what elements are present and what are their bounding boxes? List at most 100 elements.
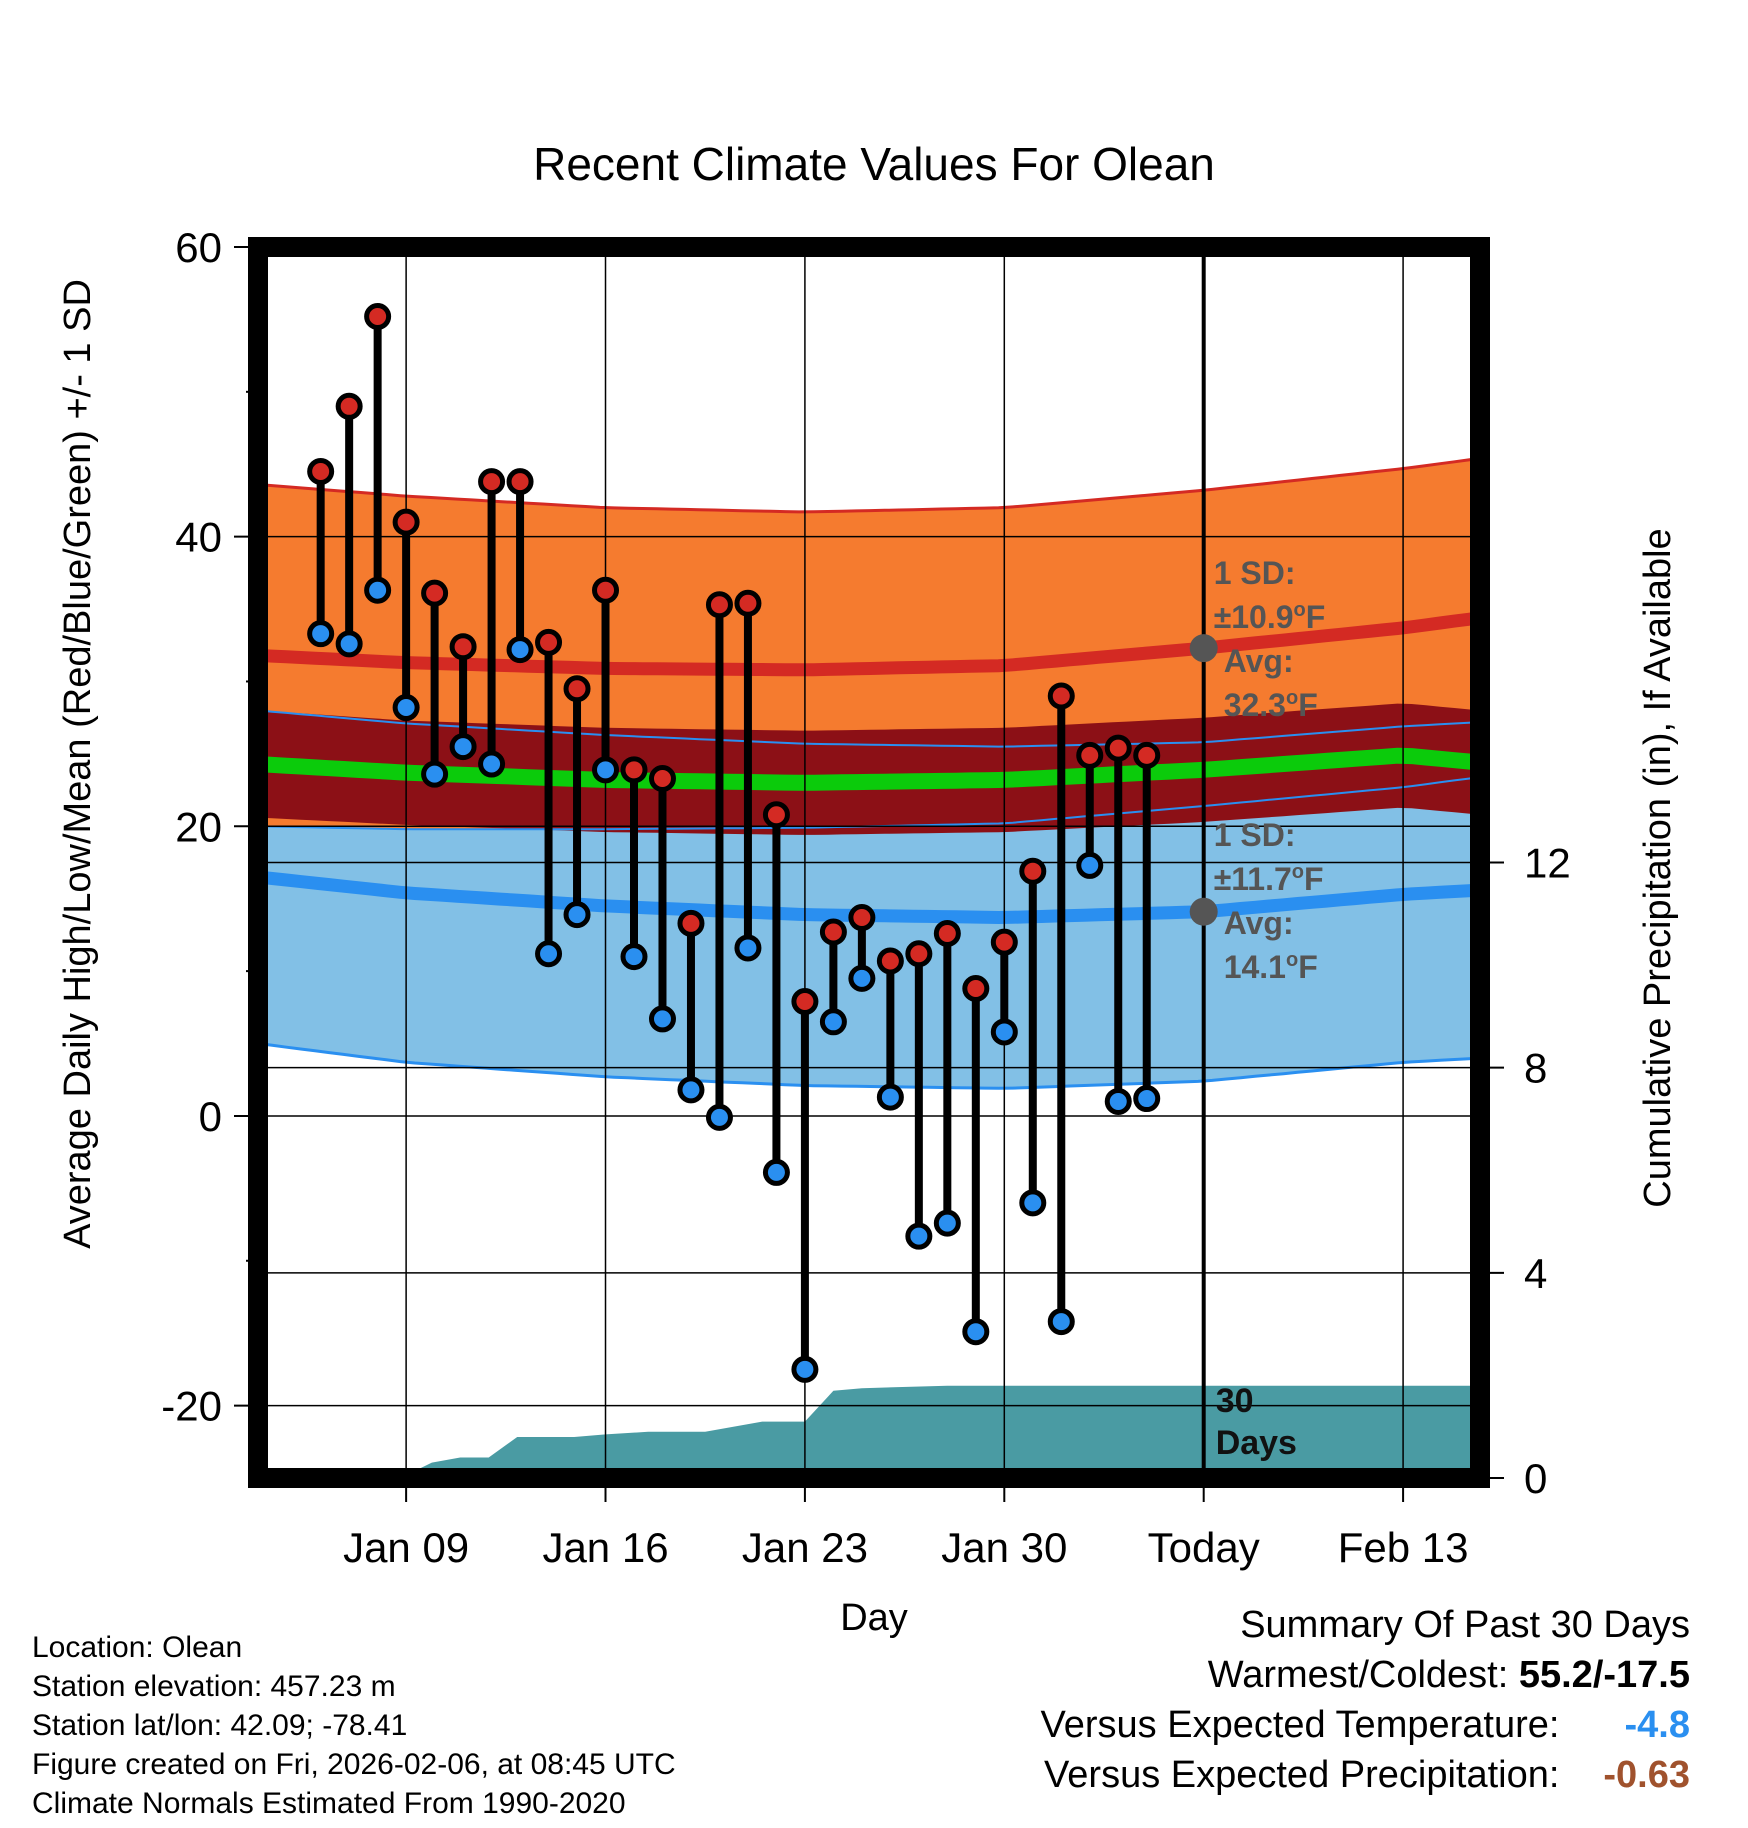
daily-low-point [506,636,534,664]
daily-high-point [364,303,392,331]
daily-low-point [421,760,449,788]
daily-low-point [307,620,335,648]
chart-title: Recent Climate Values For Olean [533,138,1215,190]
daily-low-point [734,934,762,962]
x-tick-label: Jan 09 [343,1524,469,1571]
daily-low-point [1133,1085,1161,1113]
latlon-text: Station lat/lon: 42.09; -78.41 [32,1709,408,1742]
elevation-text: Station elevation: 457.23 m [32,1670,396,1703]
low-annotation-avg-title: Avg: [1224,905,1294,941]
daily-low-point [705,1103,733,1131]
daily-high-point [335,392,363,420]
daily-low-point [848,964,876,992]
daily-high-point [307,457,335,485]
daily-high-point [1104,734,1132,762]
daily-low-point [1076,851,1104,879]
daily-high-point [1076,741,1104,769]
daily-low-point [449,733,477,761]
mean-sd-band [258,703,1480,835]
summary-precip-value: -0.63 [1603,1754,1690,1796]
y2-tick-label: 4 [1524,1250,1547,1297]
daily-low-point [592,756,620,784]
y-tick-label: 40 [175,514,222,561]
x-tick-label: Jan 23 [742,1524,868,1571]
daily-high-point [819,918,847,946]
y2-tick-label: 8 [1524,1045,1547,1092]
daily-high-point [933,919,961,947]
y-tick-label: 60 [175,224,222,271]
mean-average-line [258,747,1480,791]
daily-low-point [876,1083,904,1111]
low-annotation-avg-value: 14.1oF [1224,949,1318,985]
high-annotation-avg-degree: o [1286,687,1298,709]
daily-high-point [1019,857,1047,885]
summary-warm-cold-row: Warmest/Coldest: 55.2/-17.5 [1041,1650,1690,1700]
daily-low-point [990,1018,1018,1046]
low-annotation-sd-value: ±11.7oF [1214,861,1324,897]
summary-temp-value: -4.8 [1624,1704,1690,1746]
summary-warm-cold-label: Warmest/Coldest: [1207,1654,1509,1696]
low-average-marker [1189,897,1218,926]
x-axis-title: Day [840,1597,908,1639]
daily-low-point [1104,1087,1132,1115]
y-tick-label: -20 [161,1383,222,1430]
daily-high-point [876,947,904,975]
daily-low-point [535,940,563,968]
y-axis-right-title: Cumulative Precipitation (in), If Availa… [1637,528,1679,1207]
daily-low-point [819,1008,847,1036]
location-text: Location: Olean [32,1631,243,1664]
daily-low-point [1019,1189,1047,1217]
summary-temp-label: Versus Expected Temperature: [1040,1704,1560,1746]
daily-high-point [421,579,449,607]
precipitation-area [258,1385,1480,1478]
daily-low-point [677,1076,705,1104]
daily-high-point [734,589,762,617]
y-tick-label: 20 [175,803,222,850]
x-tick-label: Jan 16 [542,1524,668,1571]
daily-low-point [791,1355,819,1383]
normals-text: Climate Normals Estimated From 1990-2020 [32,1787,626,1820]
low-annotation-sd-unit: F [1304,861,1324,897]
daily-high-point [648,765,676,793]
daily-high-point [848,904,876,932]
daily-high-point [1133,741,1161,769]
daily-high-point [620,756,648,784]
low-lower-sd-line [258,1042,1480,1090]
days-count-number: 30 [1216,1382,1254,1420]
high-average-marker [1189,634,1218,663]
y-tick-label: 0 [199,1093,222,1140]
station-info: Location: Olean Station elevation: 457.2… [32,1628,676,1823]
daily-low-point [478,750,506,778]
summary-precip-row: Versus Expected Precipitation: -0.63 [1041,1750,1690,1800]
summary-warm-cold-value: 55.2/-17.5 [1518,1654,1690,1696]
daily-low-point [933,1209,961,1237]
summary-precip-label: Versus Expected Precipitation: [1044,1754,1560,1796]
daily-high-point [506,468,534,496]
summary-heading: Summary Of Past 30 Days [1240,1604,1690,1646]
daily-high-point [791,988,819,1016]
x-tick-label: Feb 13 [1338,1524,1469,1571]
low-annotation-sd-title: 1 SD: [1214,817,1296,853]
low-annotation-sd-degree: o [1292,861,1304,883]
y-axis-left-title: Average Daily High/Low/Mean (Red/Blue/Gr… [57,279,99,1249]
daily-high-point [962,974,990,1002]
plot-area: 1 SD: ±10.9oF Avg: 32.3oF 1 SD: ±11.7oF Avg: 14… [161,224,1570,1571]
daily-low-point [648,1005,676,1033]
y2-tick-label: 12 [1524,840,1571,887]
high-annotation-sd-value: ±10.9oF [1214,599,1326,635]
summary-temp-row: Versus Expected Temperature: -4.8 [1041,1700,1690,1750]
daily-high-point [990,928,1018,956]
daily-low-point [962,1318,990,1346]
daily-high-point [535,628,563,656]
daily-high-point [449,633,477,661]
daily-high-point [563,675,591,703]
daily-high-point [677,909,705,937]
y2-tick-label: 0 [1524,1455,1547,1502]
plot-content: 1 SD: ±10.9oF Avg: 32.3oF 1 SD: ±11.7oF Avg: 14… [258,247,1480,1478]
daily-high-point [1047,682,1075,710]
high-annotation-sd-unit: F [1306,599,1326,635]
daily-high-point [392,508,420,536]
high-annotation-avg-title: Avg: [1224,643,1294,679]
x-tick-label: Today [1148,1524,1260,1571]
high-annotation-avg-value: 32.3oF [1224,687,1318,723]
